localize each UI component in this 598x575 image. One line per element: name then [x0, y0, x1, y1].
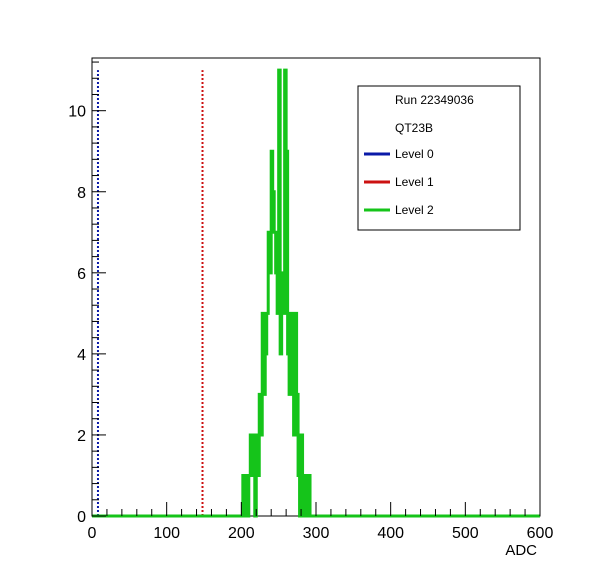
axis-ticks: [91, 61, 541, 517]
x-tick-label: 0: [88, 525, 97, 542]
series-layer: [92, 68, 540, 518]
y-tick-label: 6: [77, 266, 86, 283]
legend-label-level-0: Level 0: [395, 147, 434, 161]
x-tick-label: 400: [377, 525, 404, 542]
legend-entries: Level 0 Level 1 Level 2: [364, 147, 434, 217]
legend-header-board: QT23B: [395, 121, 433, 135]
legend-box: [357, 85, 521, 231]
y-tick-label: 10: [68, 104, 86, 121]
y-tick-label: 2: [77, 428, 86, 445]
series-level-2: [92, 68, 540, 518]
x-tick-label: 500: [452, 525, 479, 542]
legend-header-run: Run 22349036: [395, 93, 474, 107]
axis-labels: 0 100 200 300 400 500 600 0 2 4 6 8 10: [68, 104, 553, 542]
y-tick-label: 4: [77, 347, 86, 364]
y-tick-label: 8: [77, 185, 86, 202]
legend-label-level-2: Level 2: [395, 203, 434, 217]
x-tick-label: 300: [303, 525, 330, 542]
threshold-lines: [96, 70, 204, 516]
x-axis-title: ADC: [505, 542, 537, 559]
x-tick-label: 200: [228, 525, 255, 542]
x-tick-label: 100: [153, 525, 180, 542]
y-tick-label: 0: [77, 509, 86, 526]
legend: Run 22349036 QT23B Level 0 Level 1 Level 2: [357, 85, 521, 231]
legend-label-level-1: Level 1: [395, 175, 434, 189]
x-tick-label: 600: [527, 525, 554, 542]
